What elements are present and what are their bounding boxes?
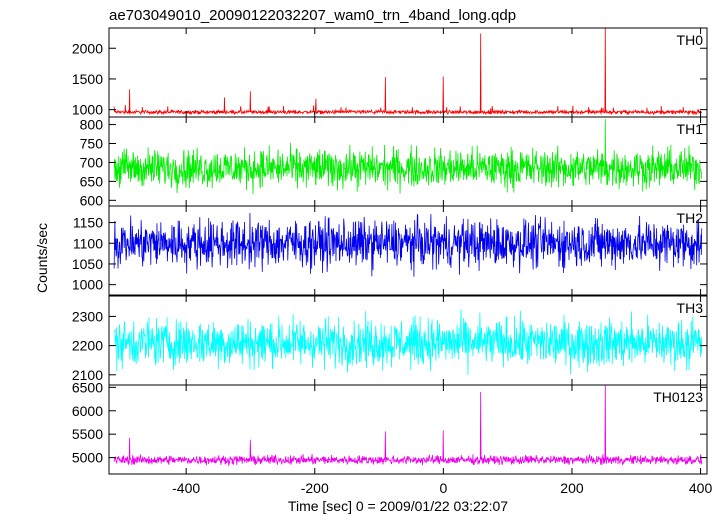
series-line-th2 bbox=[113, 212, 703, 277]
x-tick-label: 200 bbox=[560, 480, 584, 496]
panel-label: TH0 bbox=[677, 32, 704, 48]
chart-title: ae703049010_20090122032207_wam0_trn_4ban… bbox=[109, 7, 516, 24]
panel-label: TH0123 bbox=[653, 389, 703, 405]
panel-th1: 600 650 700 750 800 TH1 bbox=[80, 116, 708, 208]
panel-frame bbox=[108, 205, 708, 296]
panel-th0123: 5000 5500 6000 6500 TH0123 bbox=[72, 379, 708, 475]
y-tick-label: 2300 bbox=[72, 308, 103, 324]
panel-label: TH2 bbox=[677, 210, 704, 226]
y-tick-label: 1050 bbox=[72, 256, 103, 272]
y-tick-label: 600 bbox=[80, 192, 104, 208]
panel-label: TH3 bbox=[677, 300, 704, 316]
y-tick-label: 2200 bbox=[72, 338, 103, 354]
panel-label: TH1 bbox=[677, 121, 704, 137]
x-tick-label: 400 bbox=[689, 480, 713, 496]
y-tick-label: 1000 bbox=[72, 102, 103, 118]
panel-th3: 2100 2200 2300 TH3 bbox=[72, 295, 708, 386]
panel-frame bbox=[108, 27, 708, 118]
panel-th0: 1000 1500 2000 TH0 bbox=[72, 27, 708, 118]
y-tick-label: 6000 bbox=[72, 403, 103, 419]
series-line-th0123 bbox=[113, 385, 703, 467]
y-tick-label: 1500 bbox=[72, 71, 103, 87]
y-tick-label: 2000 bbox=[72, 40, 103, 56]
y-axis-label: Counts/sec bbox=[34, 223, 50, 293]
y-tick-label: 650 bbox=[80, 173, 104, 189]
x-tick-label: 0 bbox=[439, 480, 447, 496]
series-line-th1 bbox=[113, 118, 703, 195]
x-tick-label: -200 bbox=[301, 480, 329, 496]
y-tick-label: 6500 bbox=[72, 379, 103, 395]
y-tick-label: 1000 bbox=[72, 277, 103, 293]
y-tick-label: 800 bbox=[80, 117, 104, 133]
y-tick-label: 5000 bbox=[72, 450, 103, 466]
panel-frame bbox=[108, 384, 708, 475]
y-tick-label: 1100 bbox=[73, 235, 103, 251]
series-line-th3 bbox=[113, 309, 703, 375]
y-tick-label: 750 bbox=[80, 136, 104, 152]
y-tick-label: 5500 bbox=[72, 426, 103, 442]
y-tick-label: 1150 bbox=[73, 215, 103, 231]
x-tick-label: -400 bbox=[172, 480, 200, 496]
panel-th2: 1000 1050 1100 1150 TH2 bbox=[72, 205, 708, 296]
series-line-th0 bbox=[113, 28, 703, 116]
y-tick-label: 700 bbox=[80, 154, 104, 170]
y-tick-label: 2100 bbox=[72, 367, 103, 383]
x-axis-label: Time [sec] 0 = 2009/01/22 03:22:07 bbox=[288, 498, 508, 514]
